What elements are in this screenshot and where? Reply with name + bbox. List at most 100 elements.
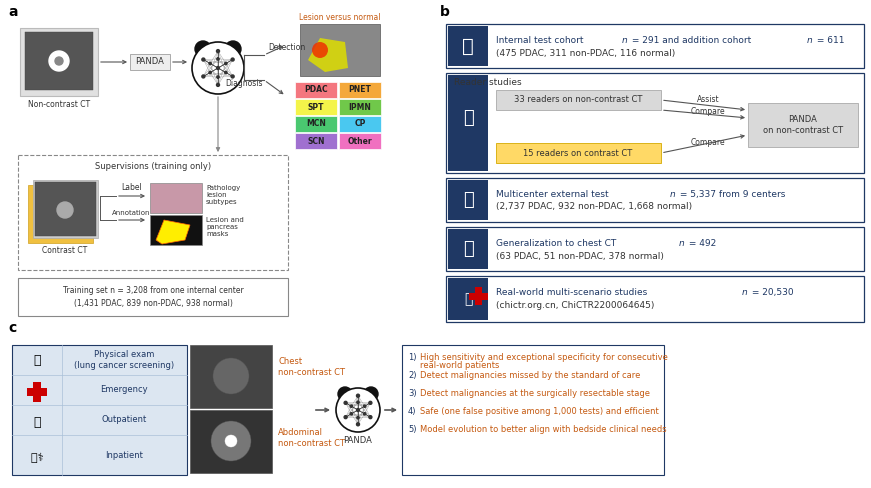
Text: Contrast CT: Contrast CT — [43, 246, 88, 255]
Circle shape — [225, 41, 241, 57]
Bar — [448, 75, 488, 171]
Text: Compare: Compare — [691, 107, 726, 116]
Text: 2): 2) — [408, 371, 416, 380]
Bar — [27, 388, 47, 396]
Circle shape — [202, 75, 205, 78]
Circle shape — [209, 71, 212, 74]
Circle shape — [211, 421, 251, 461]
Text: (chictr.org.cn, ChiCTR2200064645): (chictr.org.cn, ChiCTR2200064645) — [496, 301, 654, 310]
Circle shape — [312, 42, 328, 58]
Circle shape — [363, 405, 366, 407]
Circle shape — [357, 401, 359, 404]
Bar — [448, 180, 488, 220]
Circle shape — [350, 413, 353, 415]
Bar — [295, 82, 337, 98]
Text: PANDA
on non-contrast CT: PANDA on non-contrast CT — [763, 115, 843, 135]
Circle shape — [195, 41, 211, 57]
Circle shape — [344, 401, 348, 405]
Bar — [448, 26, 488, 66]
Bar — [18, 155, 288, 270]
Text: Annotation: Annotation — [111, 210, 151, 216]
Bar — [448, 229, 488, 269]
Bar — [130, 54, 170, 70]
Text: Supervisions (training only): Supervisions (training only) — [95, 162, 211, 171]
Circle shape — [55, 57, 63, 65]
Bar — [295, 116, 337, 132]
Text: Detect malignancies missed by the standard of care: Detect malignancies missed by the standa… — [420, 371, 640, 380]
Bar — [33, 180, 98, 238]
Circle shape — [357, 416, 359, 419]
Bar — [300, 24, 380, 76]
Text: Lesion versus normal: Lesion versus normal — [300, 13, 381, 22]
Text: SCN: SCN — [307, 137, 325, 145]
Text: (63 PDAC, 51 non-PDAC, 378 normal): (63 PDAC, 51 non-PDAC, 378 normal) — [496, 252, 664, 261]
Bar — [469, 293, 488, 300]
Bar — [28, 185, 93, 243]
Text: Outpatient: Outpatient — [101, 415, 146, 425]
Bar — [339, 82, 381, 98]
Circle shape — [217, 58, 219, 60]
Text: 33 readers on non-contrast CT: 33 readers on non-contrast CT — [514, 96, 642, 104]
Text: 📋: 📋 — [33, 353, 41, 366]
Text: = 611: = 611 — [814, 36, 845, 45]
Bar — [18, 278, 288, 316]
Circle shape — [369, 401, 372, 405]
Text: PNET: PNET — [348, 85, 371, 95]
Circle shape — [231, 75, 234, 78]
Circle shape — [213, 358, 249, 394]
Circle shape — [209, 62, 212, 64]
Circle shape — [217, 83, 219, 86]
Text: 👥: 👥 — [463, 109, 473, 127]
Text: MCN: MCN — [306, 120, 326, 128]
Text: n: n — [670, 190, 676, 199]
Circle shape — [192, 42, 244, 94]
Text: 1): 1) — [408, 353, 416, 362]
Text: PANDA: PANDA — [343, 436, 373, 445]
Text: Reader studies: Reader studies — [454, 78, 522, 87]
Text: Safe (one false positive among 1,000 tests) and efficient: Safe (one false positive among 1,000 tes… — [420, 407, 658, 416]
Text: Label: Label — [122, 183, 142, 192]
Bar — [190, 345, 272, 408]
Bar — [20, 28, 98, 96]
Text: PDAC: PDAC — [304, 85, 327, 95]
Bar — [295, 133, 337, 149]
Text: Generalization to chest CT: Generalization to chest CT — [496, 239, 619, 248]
Circle shape — [217, 76, 219, 78]
Circle shape — [336, 388, 380, 432]
Text: = 492: = 492 — [686, 239, 716, 248]
Circle shape — [217, 66, 219, 69]
Text: n: n — [807, 36, 813, 45]
Text: Training set n = 3,208 from one internal center: Training set n = 3,208 from one internal… — [63, 286, 243, 295]
Text: Assist: Assist — [697, 95, 719, 104]
Circle shape — [225, 71, 227, 74]
Text: real-world patients: real-world patients — [420, 361, 499, 370]
Text: 3): 3) — [408, 389, 416, 398]
Text: Detection: Detection — [268, 43, 305, 52]
Circle shape — [369, 416, 372, 419]
Text: Emergency: Emergency — [100, 386, 148, 394]
Text: High sensitivity and exceptional specificity for consecutive: High sensitivity and exceptional specifi… — [420, 353, 668, 362]
Text: Diagnosis: Diagnosis — [226, 79, 263, 87]
Circle shape — [225, 435, 237, 447]
Text: PANDA: PANDA — [136, 58, 165, 66]
Text: 15 readers on contrast CT: 15 readers on contrast CT — [523, 148, 632, 158]
Text: Chest
non-contrast CT: Chest non-contrast CT — [278, 357, 345, 377]
Text: n: n — [622, 36, 628, 45]
Circle shape — [364, 387, 378, 401]
Text: Compare: Compare — [691, 138, 726, 147]
Text: Lesion and
pancreas
masks: Lesion and pancreas masks — [206, 217, 244, 237]
Text: Internal test cohort: Internal test cohort — [496, 36, 586, 45]
Circle shape — [363, 413, 366, 415]
Text: SPT: SPT — [307, 102, 324, 111]
Text: b: b — [440, 5, 450, 19]
Text: Inpatient: Inpatient — [105, 450, 143, 460]
Text: 🏢: 🏢 — [463, 191, 473, 209]
Text: Abdominal
non-contrast CT: Abdominal non-contrast CT — [278, 428, 345, 447]
Text: 🏥: 🏥 — [464, 292, 472, 306]
Circle shape — [344, 416, 348, 419]
Text: c: c — [8, 321, 17, 335]
Bar — [446, 73, 864, 173]
Bar — [496, 143, 661, 163]
Bar — [190, 410, 272, 473]
Text: = 5,337 from 9 centers: = 5,337 from 9 centers — [677, 190, 786, 199]
